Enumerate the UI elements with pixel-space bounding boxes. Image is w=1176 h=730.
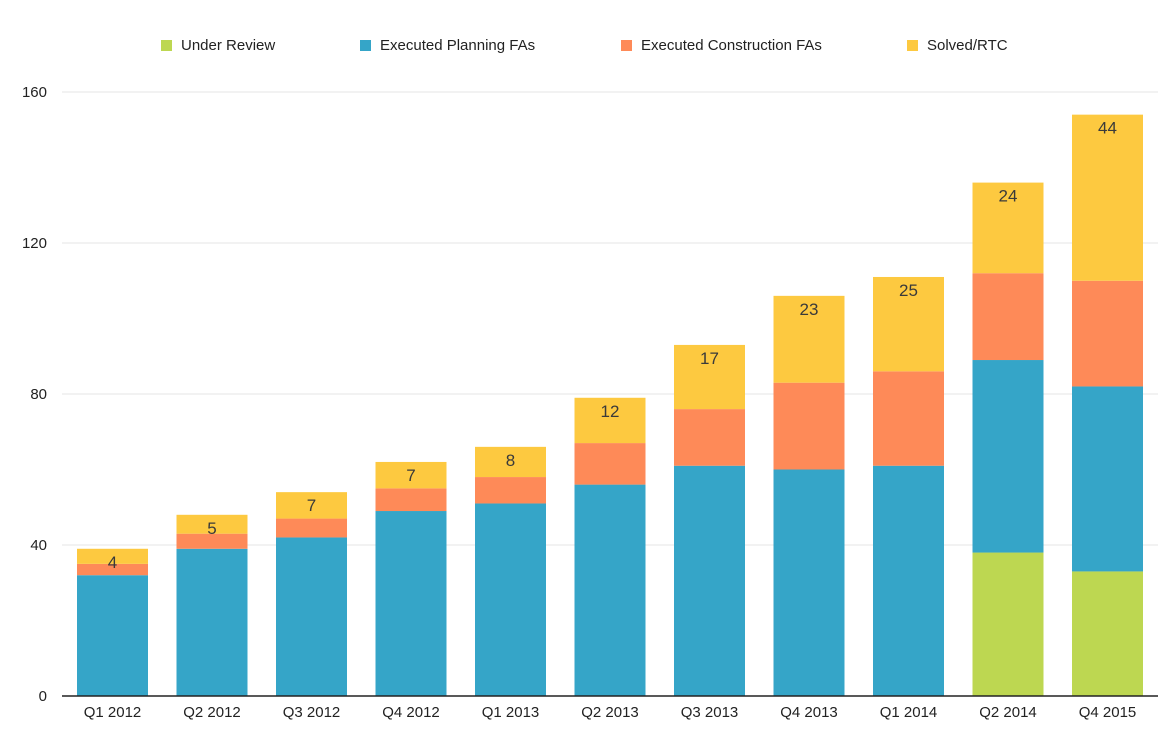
legend-label-executed-planning: Executed Planning FAs [380, 36, 536, 54]
x-tick-label: Q1 2013 [482, 704, 540, 721]
bar-segment-solved-rtc [674, 344, 745, 410]
y-tick-label: 160 [22, 84, 47, 101]
data-label: 4 [108, 553, 117, 572]
bar-segment-solved-rtc [176, 514, 248, 534]
bar-segment-executed-construction-fas [674, 409, 745, 466]
bar-segment-executed-construction-fas [176, 533, 248, 549]
data-label: 12 [601, 402, 620, 421]
bar-segment-executed-construction-fas [773, 382, 845, 470]
bar-segment-executed-construction-fas [77, 563, 148, 576]
chart-legend: Under Review Executed Planning FAs Execu… [0, 34, 1176, 56]
y-tick-label: 120 [22, 235, 47, 252]
legend-label-executed-construction: Executed Construction FAs [641, 36, 822, 54]
bar-segment-solved-rtc [77, 548, 148, 564]
x-tick-label: Q1 2014 [880, 704, 938, 721]
data-label: 7 [406, 466, 415, 485]
y-tick-label: 40 [30, 537, 47, 554]
data-label: 7 [307, 496, 316, 515]
data-label: 17 [700, 349, 719, 368]
bar-segment-executed-planning-fas [375, 511, 447, 696]
bars [77, 114, 1143, 696]
legend-swatch-under-review [161, 39, 172, 51]
y-tick-label: 0 [39, 688, 47, 705]
x-tick-label: Q4 2013 [780, 704, 838, 721]
data-label: 24 [999, 187, 1018, 206]
bar-segment-executed-planning-fas [773, 469, 845, 696]
legend-swatch-executed-planning [360, 39, 371, 51]
bar-segment-executed-construction-fas [574, 443, 646, 485]
bar-segment-executed-planning-fas [1072, 386, 1143, 572]
data-label: 25 [899, 281, 918, 300]
bar-segment-under-review [972, 552, 1044, 696]
legend-item-executed-planning: Executed Planning FAs [360, 34, 535, 56]
x-tick-label: Q1 2012 [84, 704, 142, 721]
legend-label-solved-rtc: Solved/RTC [927, 36, 1008, 54]
bar-segment-executed-construction-fas [972, 273, 1044, 361]
legend-item-under-review: Under Review [161, 34, 275, 56]
x-tick-label: Q3 2012 [283, 704, 341, 721]
data-label: 23 [800, 300, 819, 319]
bar-segment-executed-planning-fas [674, 465, 745, 696]
data-label: 44 [1098, 119, 1117, 138]
bar-segment-executed-planning-fas [176, 548, 248, 696]
legend-label-under-review: Under Review [181, 36, 276, 54]
data-label: 8 [506, 451, 515, 470]
x-tick-label: Q4 2015 [1079, 704, 1137, 721]
legend-swatch-solved-rtc [907, 39, 918, 51]
bar-segment-solved-rtc [873, 276, 944, 372]
x-tick-label: Q4 2012 [382, 704, 440, 721]
data-labels: 4 5 7 7 8 12 17 23 25 24 44 [108, 119, 1117, 572]
legend-item-solved-rtc: Solved/RTC [907, 34, 1008, 56]
bar-segment-executed-planning-fas [574, 484, 646, 696]
bar-segment-solved-rtc [475, 446, 546, 478]
bar-segment-under-review [1072, 571, 1143, 696]
bar-segment-solved-rtc [276, 492, 347, 519]
bar-segment-solved-rtc [574, 397, 646, 444]
bar-segment-solved-rtc [773, 295, 845, 383]
bar-segment-executed-construction-fas [375, 488, 447, 512]
bar-segment-executed-planning-fas [972, 360, 1044, 553]
bar-segment-executed-planning-fas [276, 537, 347, 696]
x-tick-label: Q2 2012 [183, 704, 241, 721]
data-label: 5 [207, 519, 216, 538]
x-tick-label: Q3 2013 [681, 704, 739, 721]
axes: 0 40 80 120 160 Q1 2012 Q2 2012 Q3 2012 Q4 2012 Q… [22, 84, 1158, 721]
x-tick-label: Q2 2013 [581, 704, 639, 721]
bar-segment-executed-construction-fas [1072, 280, 1143, 387]
bar-segment-executed-planning-fas [873, 465, 944, 696]
legend-item-executed-construction: Executed Construction FAs [621, 34, 822, 56]
bar-segment-executed-planning-fas [77, 575, 148, 696]
bar-segment-executed-construction-fas [276, 518, 347, 538]
bar-segment-executed-construction-fas [475, 477, 546, 504]
bar-segment-executed-construction-fas [873, 371, 944, 466]
bar-segment-executed-planning-fas [475, 503, 546, 696]
x-tick-label: Q2 2014 [979, 704, 1037, 721]
bar-segment-solved-rtc [1072, 114, 1143, 281]
bar-segment-solved-rtc [375, 461, 447, 489]
y-tick-label: 80 [30, 386, 47, 403]
legend-swatch-executed-construction [621, 39, 632, 51]
bar-segment-solved-rtc [972, 182, 1044, 274]
